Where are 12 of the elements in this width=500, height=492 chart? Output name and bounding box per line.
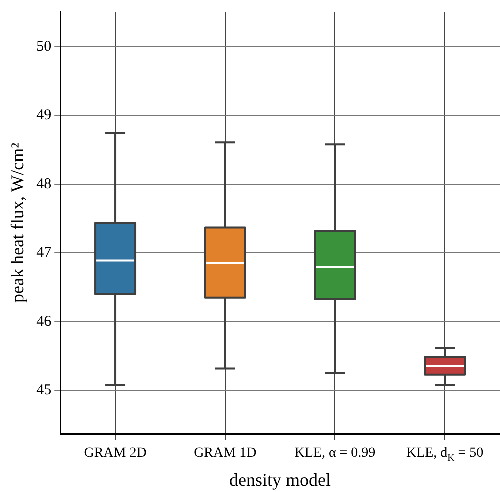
- y-tick-label: 48: [36, 176, 52, 192]
- x-axis-title: density model: [230, 470, 332, 490]
- y-tick-label: 45: [36, 382, 52, 399]
- y-tick-label: 47: [36, 245, 52, 262]
- x-tick-label: KLE, α = 0.99: [294, 446, 376, 462]
- x-tick-label: GRAM 2D: [84, 446, 147, 462]
- x-tick-label: KLE, d$_{K}$ = 50: [406, 446, 484, 466]
- x-tick-label: GRAM 1D: [194, 446, 257, 462]
- y-tick-label: 46: [36, 314, 52, 330]
- y-tick-label: 49: [36, 108, 52, 124]
- y-axis-title: peak heat flux, W/cm²: [8, 142, 28, 304]
- y-tick-label: 50: [36, 38, 52, 55]
